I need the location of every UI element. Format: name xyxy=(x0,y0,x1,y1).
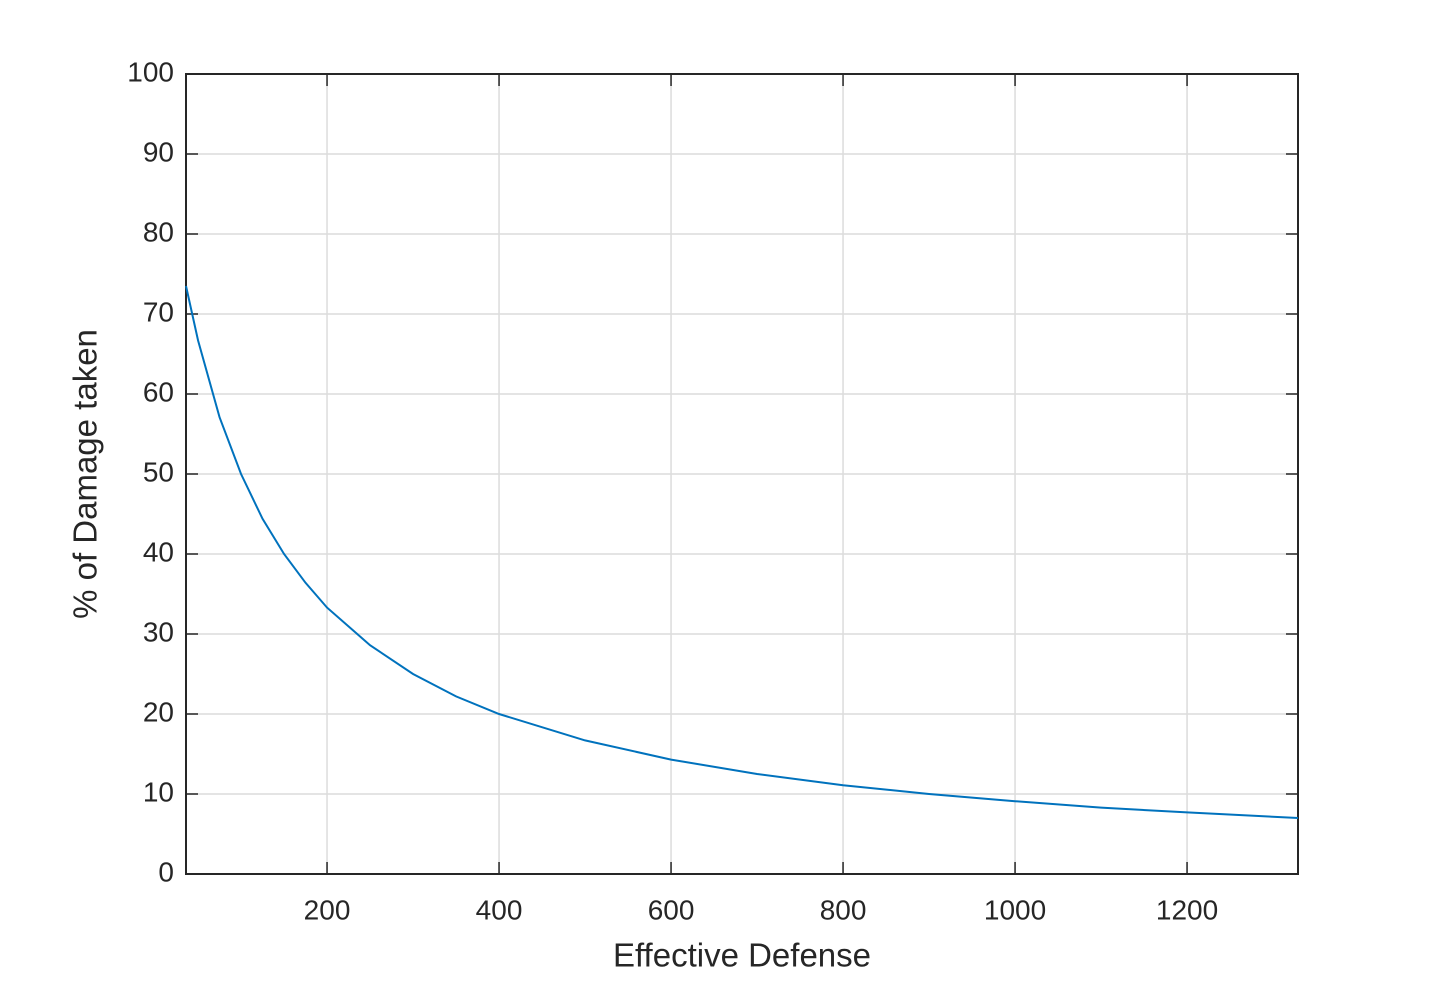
y-tick-label: 30 xyxy=(143,616,174,647)
x-tick-label: 400 xyxy=(476,894,523,925)
plot-frame xyxy=(185,73,1299,875)
y-tick-label: 80 xyxy=(143,216,174,247)
x-tick-label: 1000 xyxy=(984,894,1046,925)
y-tick-label: 0 xyxy=(158,856,174,887)
y-tick-label: 60 xyxy=(143,376,174,407)
y-tick-label: 70 xyxy=(143,296,174,327)
x-tick-label: 600 xyxy=(648,894,695,925)
y-tick-label: 100 xyxy=(127,56,174,87)
y-tick-label: 50 xyxy=(143,456,174,487)
y-tick-label: 20 xyxy=(143,696,174,727)
y-axis-label: % of Damage taken xyxy=(67,329,104,619)
x-tick-label: 200 xyxy=(304,894,351,925)
x-axis-label: Effective Defense xyxy=(613,937,871,974)
data-line xyxy=(185,285,1299,819)
y-tick-label: 40 xyxy=(143,536,174,567)
x-tick-label: 1200 xyxy=(1156,894,1218,925)
y-tick-label: 90 xyxy=(143,136,174,167)
y-tick-label: 10 xyxy=(143,776,174,807)
x-tick-label: 800 xyxy=(820,894,867,925)
